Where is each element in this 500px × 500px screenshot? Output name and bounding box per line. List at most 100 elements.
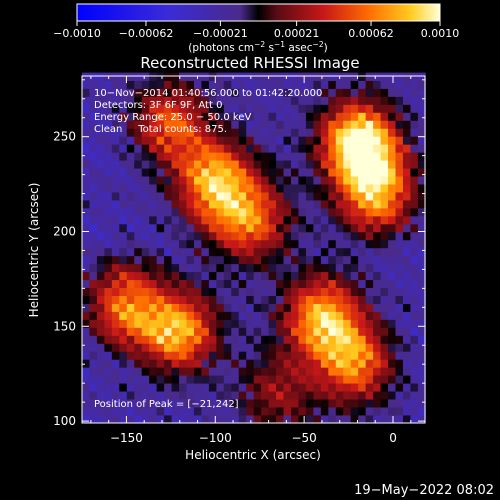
heatmap-cell xyxy=(238,383,247,392)
heatmap-cell xyxy=(164,176,172,185)
heatmap-cell xyxy=(134,184,143,193)
heatmap-cell xyxy=(126,287,135,296)
heatmap-cell xyxy=(216,279,225,289)
heatmap-cell xyxy=(171,120,180,129)
heatmap-cell xyxy=(156,144,165,153)
heatmap-cell xyxy=(119,383,128,392)
heatmap-cell xyxy=(313,367,322,376)
heatmap-cell xyxy=(179,168,187,177)
heatmap-cell xyxy=(156,96,165,105)
heatmap-cell xyxy=(380,375,389,384)
heatmap-cell xyxy=(216,415,225,424)
heatmap-cell xyxy=(373,104,381,113)
heatmap-cell xyxy=(164,120,172,129)
heatmap-cell xyxy=(104,192,113,201)
heatmap-cell xyxy=(82,104,90,113)
heatmap-cell xyxy=(402,239,411,249)
heatmap-cell xyxy=(380,152,389,161)
heatmap-cell xyxy=(171,223,180,233)
heatmap-cell xyxy=(149,295,158,304)
heatmap-cell xyxy=(179,112,187,121)
heatmap-cell xyxy=(335,335,344,344)
heatmap-cell xyxy=(223,80,232,89)
heatmap-cell xyxy=(298,271,307,281)
heatmap-cell xyxy=(268,391,277,400)
heatmap-cell xyxy=(208,96,217,105)
colorbar-unit: (photons cm−2 s−1 asec−2) xyxy=(188,40,327,54)
heatmap-cell xyxy=(96,367,105,376)
heatmap-cell xyxy=(380,311,389,320)
heatmap-cell xyxy=(305,383,314,392)
heatmap-cell xyxy=(223,184,232,193)
heatmap-cell xyxy=(402,279,411,289)
heatmap-cell xyxy=(380,407,389,416)
heatmap-cell xyxy=(268,128,277,137)
heatmap-cell xyxy=(208,247,217,257)
heatmap-cell xyxy=(365,263,374,273)
heatmap-cell xyxy=(291,200,299,209)
heatmap-cell xyxy=(313,375,322,384)
heatmap-cell xyxy=(283,343,292,352)
heatmap-cell xyxy=(395,407,404,416)
heatmap-cell xyxy=(305,335,314,344)
heatmap-cell xyxy=(417,112,426,121)
heatmap-cell xyxy=(216,327,225,336)
heatmap-cell xyxy=(193,415,202,424)
heatmap-cell xyxy=(164,112,172,121)
heatmap-cell xyxy=(141,375,150,384)
heatmap-cell xyxy=(276,319,284,328)
heatmap-cell xyxy=(156,359,165,368)
heatmap-cell xyxy=(201,327,210,336)
heatmap-cell xyxy=(193,112,202,121)
heatmap-cell xyxy=(96,287,105,296)
heatmap-cell xyxy=(276,311,284,320)
heatmap-cell xyxy=(201,367,210,376)
heatmap-cell xyxy=(186,120,195,129)
heatmap-cell xyxy=(186,383,195,392)
heatmap-cell xyxy=(216,407,225,416)
heatmap-cell xyxy=(305,136,314,145)
heatmap-cell xyxy=(268,335,277,344)
heatmap-cell xyxy=(179,247,187,257)
heatmap-cell xyxy=(141,287,150,296)
heatmap-cell xyxy=(164,184,172,193)
heatmap-cell xyxy=(141,351,150,360)
heatmap-cell xyxy=(111,128,120,137)
heatmap-cell xyxy=(305,303,314,312)
heatmap-cell xyxy=(350,367,359,376)
heatmap-cell xyxy=(373,311,381,320)
heatmap-cell xyxy=(417,239,426,249)
heatmap-cell xyxy=(298,72,307,81)
heatmap-cell xyxy=(268,399,277,408)
heatmap-cell xyxy=(119,160,128,169)
heatmap-cell xyxy=(417,303,426,312)
heatmap-cell xyxy=(365,80,374,89)
heatmap-cell xyxy=(261,311,269,320)
heatmap-cell xyxy=(261,88,269,97)
heatmap-cell xyxy=(231,391,240,400)
heatmap-cell xyxy=(388,176,396,185)
heatmap-cell xyxy=(96,136,105,145)
heatmap-cell xyxy=(291,287,299,296)
heatmap-cell xyxy=(276,88,284,97)
heatmap-cell xyxy=(350,104,359,113)
heatmap-cell xyxy=(380,231,389,241)
heatmap-cell xyxy=(283,104,292,113)
heatmap-cell xyxy=(335,128,344,137)
heatmap-cell xyxy=(298,303,307,312)
heatmap-cell xyxy=(164,295,172,304)
heatmap-cell xyxy=(291,367,299,376)
heatmap-cell xyxy=(417,128,426,137)
heatmap-cell xyxy=(417,375,426,384)
heatmap-cell xyxy=(417,80,426,89)
heatmap-cell xyxy=(119,319,128,328)
heatmap-cell xyxy=(373,192,381,201)
heatmap-cell xyxy=(268,263,277,273)
heatmap-cell xyxy=(253,343,262,352)
heatmap-cell xyxy=(171,176,180,185)
heatmap-cell xyxy=(223,407,232,416)
heatmap-cell xyxy=(253,335,262,344)
heatmap-cell xyxy=(216,176,225,185)
heatmap-cell xyxy=(193,255,202,265)
heatmap-cell xyxy=(291,192,299,201)
